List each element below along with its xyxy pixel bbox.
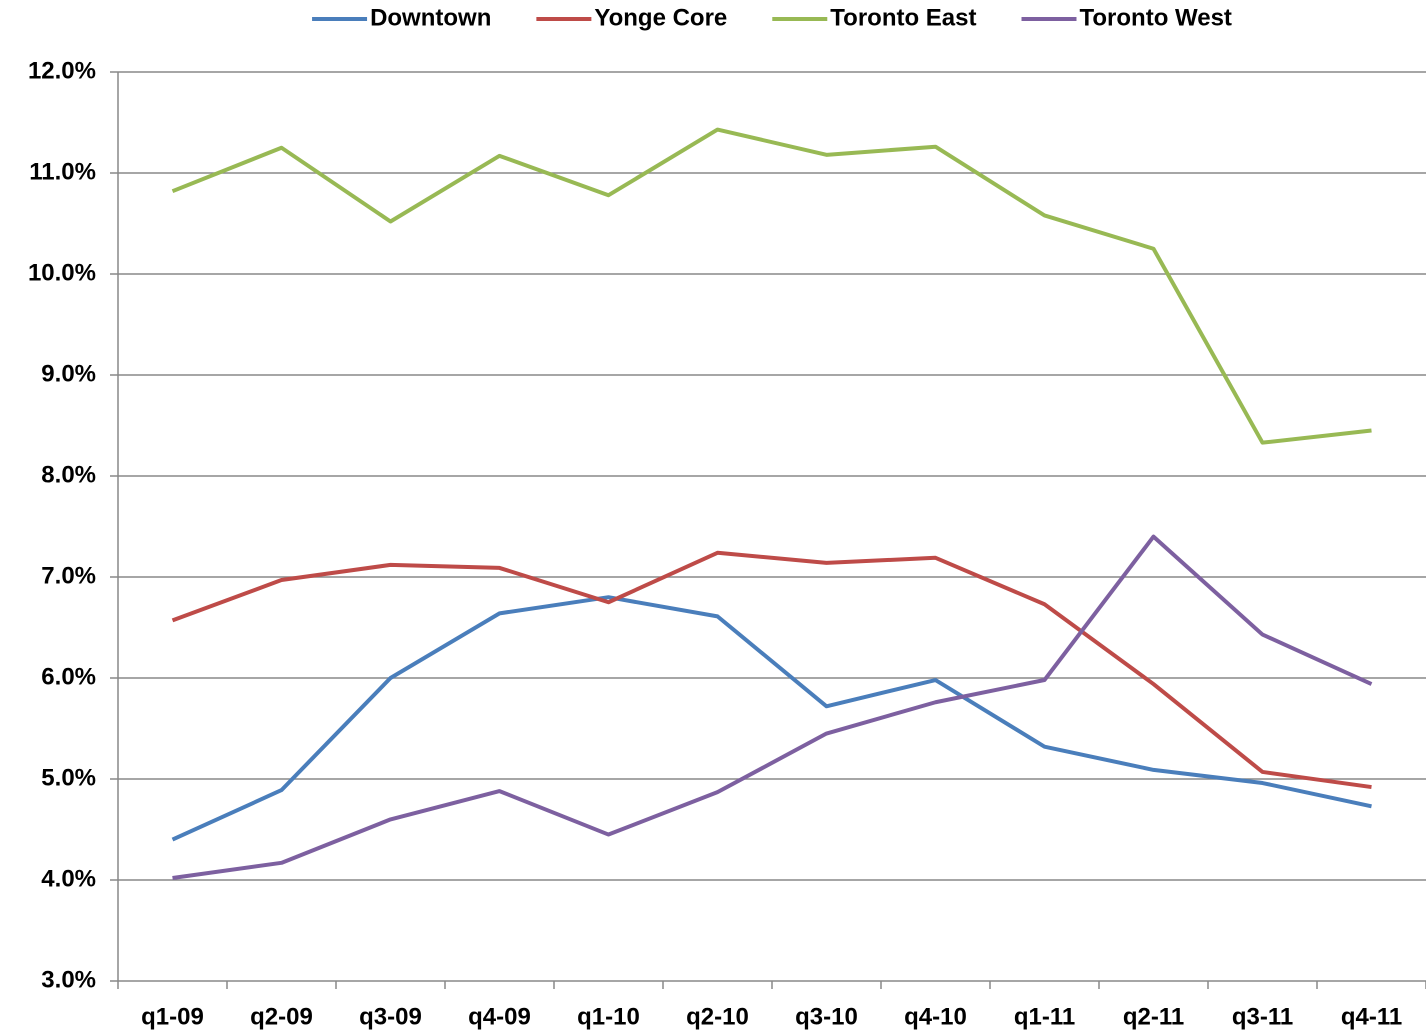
x-tick-label: q4-10 bbox=[904, 1003, 967, 1030]
x-tick-label: q3-10 bbox=[795, 1003, 858, 1030]
x-tick-label: q2-09 bbox=[250, 1003, 313, 1030]
data-line bbox=[172, 534, 1373, 880]
y-tick-label: 3.0% bbox=[41, 966, 96, 993]
x-tick-label: q1-10 bbox=[577, 1003, 640, 1030]
data-line bbox=[171, 127, 1372, 445]
y-tick-label: 8.0% bbox=[41, 461, 96, 488]
y-tick-label: 5.0% bbox=[41, 764, 96, 791]
x-tick-label: q2-11 bbox=[1123, 1003, 1184, 1030]
x-tick-label: q4-11 bbox=[1341, 1003, 1402, 1030]
legend-label: Yonge Core bbox=[594, 4, 727, 31]
x-tick-label: q1-11 bbox=[1014, 1003, 1075, 1030]
data-line bbox=[171, 595, 1372, 842]
x-tick-label: q3-09 bbox=[359, 1003, 422, 1030]
legend-label: Toronto East bbox=[830, 4, 976, 31]
x-tick-label: q4-09 bbox=[468, 1003, 531, 1030]
y-tick-label: 6.0% bbox=[41, 663, 96, 690]
data-line bbox=[171, 550, 1372, 790]
legend-label: Toronto West bbox=[1080, 4, 1232, 31]
y-tick-label: 4.0% bbox=[41, 865, 96, 892]
y-tick-label: 12.0% bbox=[28, 57, 96, 84]
y-tick-label: 11.0% bbox=[29, 158, 96, 185]
y-tick-label: 9.0% bbox=[41, 360, 96, 387]
x-tick-label: q2-10 bbox=[686, 1003, 749, 1030]
legend-label: Downtown bbox=[370, 4, 491, 31]
x-tick-label: q3-11 bbox=[1232, 1003, 1293, 1030]
y-tick-label: 10.0% bbox=[28, 259, 96, 286]
x-tick-label: q1-09 bbox=[141, 1003, 204, 1030]
y-tick-label: 7.0% bbox=[41, 562, 96, 589]
